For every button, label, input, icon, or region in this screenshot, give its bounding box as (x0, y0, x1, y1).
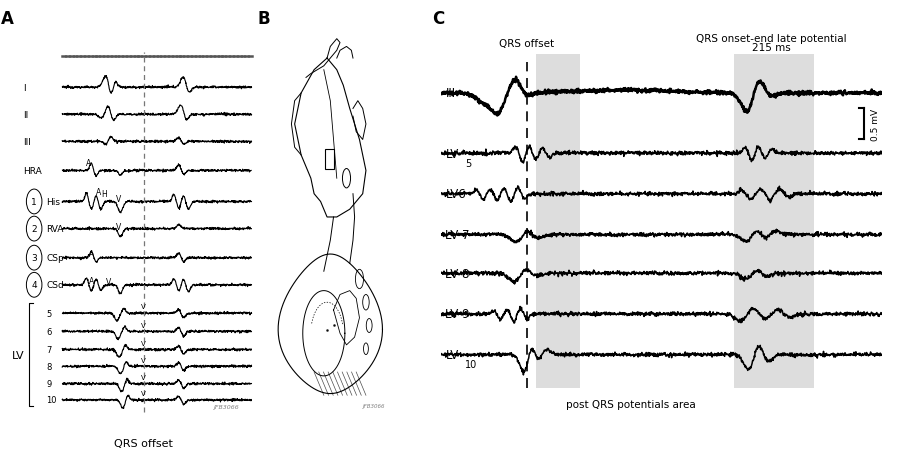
Text: RVA: RVA (46, 225, 64, 233)
Text: 6: 6 (46, 327, 51, 336)
Text: 2: 2 (32, 225, 37, 233)
Text: A: A (96, 187, 102, 196)
Text: V: V (141, 340, 146, 346)
Text: C: C (432, 10, 445, 28)
Bar (734, 55, 814, 388)
Text: V: V (141, 304, 146, 310)
Text: II: II (23, 111, 29, 120)
Text: H: H (101, 190, 107, 199)
Text: III: III (23, 137, 32, 147)
Text: 215 ms: 215 ms (752, 43, 791, 53)
Text: V: V (106, 277, 111, 286)
Bar (536, 55, 580, 388)
Text: JFB3066: JFB3066 (363, 403, 385, 408)
Text: A: A (89, 249, 94, 258)
Text: 5: 5 (46, 309, 51, 318)
Text: LV: LV (12, 350, 24, 360)
Text: A: A (89, 276, 94, 285)
Text: LV 7: LV 7 (446, 228, 470, 242)
Text: 7: 7 (46, 345, 51, 354)
Text: LV6: LV6 (446, 188, 466, 201)
Text: I: I (23, 83, 26, 92)
Text: V: V (115, 222, 121, 231)
Text: LV 9: LV 9 (446, 308, 470, 321)
Text: 5: 5 (465, 158, 472, 168)
Text: HRA: HRA (23, 167, 42, 176)
Text: JFB3066: JFB3066 (212, 404, 238, 409)
Text: LV: LV (446, 348, 459, 361)
Text: QRS offset: QRS offset (500, 39, 554, 49)
Text: V: V (141, 322, 146, 328)
Text: A: A (86, 158, 92, 167)
Text: 9: 9 (46, 379, 51, 388)
Text: post QRS potentials area: post QRS potentials area (566, 399, 696, 409)
Text: V: V (141, 374, 146, 380)
Text: 10: 10 (46, 395, 57, 404)
Text: 8: 8 (46, 362, 51, 371)
Text: LV 8: LV 8 (446, 267, 470, 280)
Text: LV: LV (446, 147, 459, 160)
Text: A: A (1, 10, 14, 28)
Text: 10: 10 (465, 359, 478, 369)
Text: His: His (46, 197, 60, 207)
Text: 0.5 mV: 0.5 mV (871, 109, 880, 141)
Text: 4: 4 (32, 281, 37, 290)
Text: QRS onset-end late potential: QRS onset-end late potential (697, 34, 847, 44)
Text: 3: 3 (32, 253, 37, 263)
Text: B: B (257, 10, 270, 28)
Text: 1: 1 (32, 197, 37, 207)
Text: CSd: CSd (46, 281, 64, 290)
Text: V: V (115, 195, 121, 204)
Text: CSp: CSp (46, 253, 64, 263)
Text: V: V (141, 357, 146, 363)
Text: III: III (446, 87, 455, 100)
Text: V: V (141, 390, 146, 396)
Text: QRS offset: QRS offset (114, 438, 173, 448)
